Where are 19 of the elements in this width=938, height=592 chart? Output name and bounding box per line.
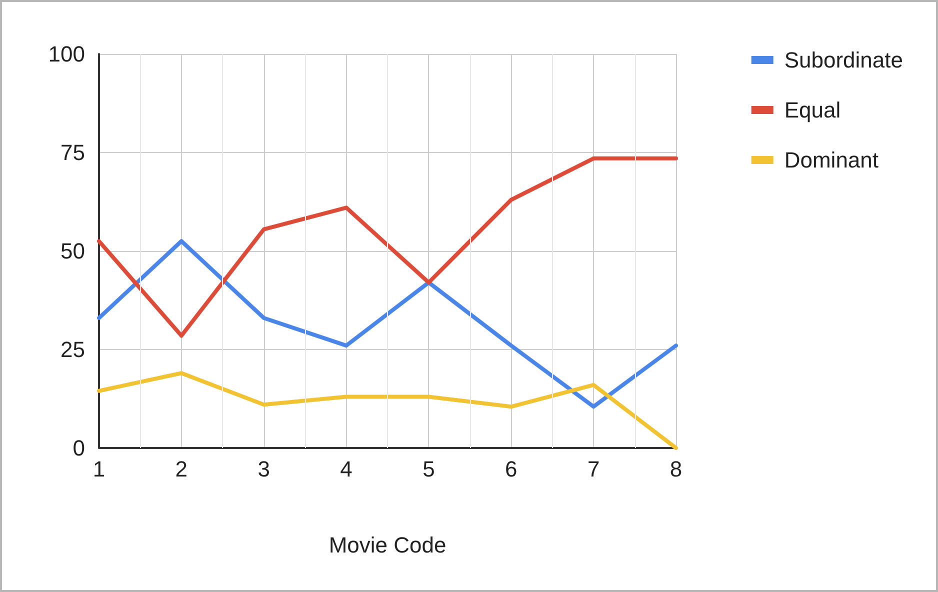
x-tick-label: 7 bbox=[587, 456, 600, 482]
x-tick-label: 2 bbox=[175, 456, 188, 482]
legend-label: Equal bbox=[784, 98, 841, 122]
y-tick-label: 0 bbox=[72, 436, 85, 460]
x-tick-label: 1 bbox=[92, 456, 106, 482]
x-tick-label: 6 bbox=[505, 456, 518, 482]
legend-label: Dominant bbox=[784, 148, 879, 172]
x-tick-label: 5 bbox=[422, 456, 435, 482]
y-tick-label: 75 bbox=[60, 140, 85, 165]
y-tick-label: 50 bbox=[60, 238, 85, 264]
x-axis-title: Movie Code bbox=[328, 532, 446, 558]
x-tick-label: 8 bbox=[670, 456, 682, 482]
line-series bbox=[97, 239, 678, 409]
legend-label: Subordinate bbox=[784, 48, 904, 72]
x-tick-label: 3 bbox=[258, 456, 270, 482]
line-series bbox=[97, 156, 678, 338]
y-tick-label: 25 bbox=[60, 337, 85, 362]
y-tick-label: 100 bbox=[48, 42, 85, 66]
x-tick-label: 4 bbox=[340, 456, 352, 482]
